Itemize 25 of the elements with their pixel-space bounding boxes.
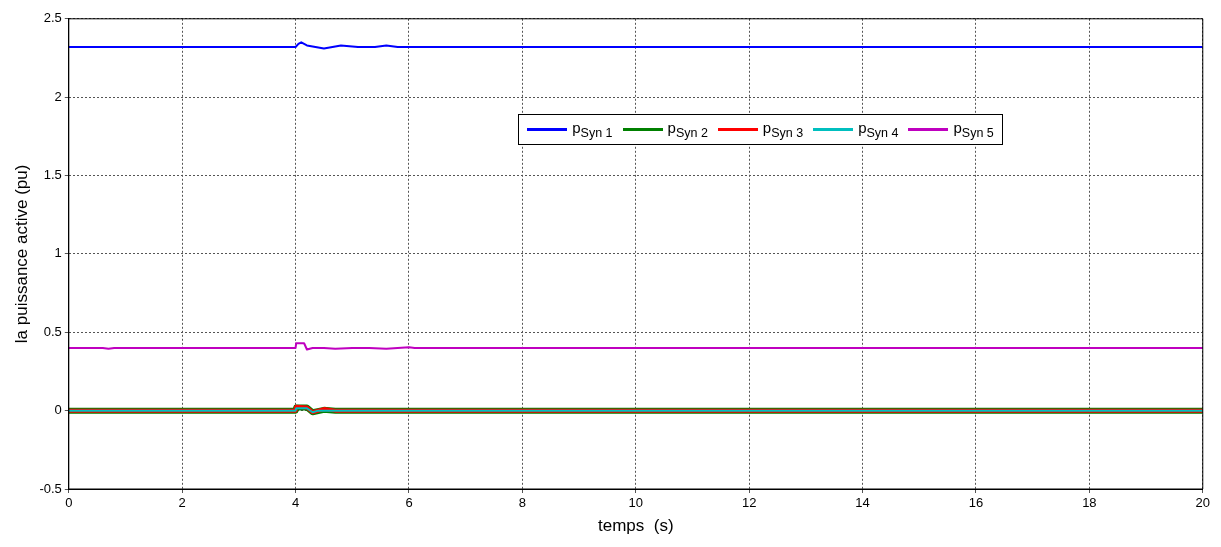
y-tick-label: 0: [54, 402, 62, 418]
x-tick-label: 4: [291, 495, 300, 511]
y-tick-label: 0.5: [43, 323, 62, 339]
y-tick-label: 1: [54, 245, 62, 261]
x-axis-title: temps (s): [598, 516, 674, 536]
y-tick-label: 1.5: [43, 167, 62, 183]
y-tick-label: 2: [54, 88, 62, 104]
x-tick-label: 8: [518, 495, 527, 511]
legend-label: p$_{Syn 5}$: [953, 118, 994, 140]
y-tick-label: -0.5: [39, 480, 62, 496]
x-tick-label: 20: [1195, 495, 1210, 511]
x-tick-label: 10: [628, 495, 644, 511]
legend-label: p$_{Syn 2}$: [667, 118, 708, 140]
legend-label: p$_{Syn 1}$: [572, 118, 613, 140]
x-tick-label: 16: [968, 495, 984, 511]
x-tick-label: 6: [405, 495, 413, 511]
legend-label: p$_{Syn 4}$: [858, 118, 899, 140]
y-axis-title: la puissance active (pu): [11, 164, 31, 344]
x-tick-label: 18: [1082, 495, 1097, 511]
x-tick-label: 2: [178, 495, 186, 511]
x-tick-label: 14: [855, 495, 870, 511]
legend-label: p$_{Syn 3}$: [762, 118, 804, 140]
x-tick-label: 12: [741, 495, 757, 511]
y-tick-label: 2.5: [43, 10, 62, 26]
x-tick-label: 0: [65, 495, 73, 511]
